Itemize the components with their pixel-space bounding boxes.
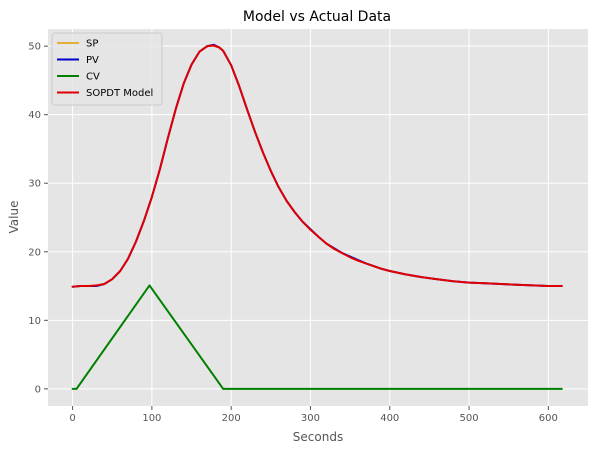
- series-layer: [71, 43, 563, 390]
- grid: [48, 29, 588, 406]
- y-tick-label: 0: [35, 384, 41, 395]
- x-tick-label: 0: [69, 413, 75, 424]
- x-tick-label: 400: [380, 413, 399, 424]
- y-tick-label: 30: [28, 179, 41, 190]
- legend: SP PV CV SOPDT Model: [51, 32, 163, 106]
- y-tick-label: 20: [28, 247, 41, 258]
- x-axis-label: Seconds: [293, 430, 343, 444]
- x-tick-label: 200: [222, 413, 241, 424]
- legend-entry: CV: [86, 72, 100, 83]
- legend-entry: PV: [86, 55, 99, 66]
- y-axis-ticks: 0 10 20 30 40 50: [28, 42, 48, 395]
- series-line-cv: [71, 284, 563, 390]
- legend-entry: SOPDT Model: [86, 88, 153, 99]
- y-tick-label: 10: [28, 316, 41, 327]
- x-tick-label: 500: [460, 413, 479, 424]
- x-tick-label: 600: [539, 413, 558, 424]
- y-tick-label: 40: [28, 110, 41, 121]
- x-tick-label: 100: [142, 413, 161, 424]
- x-axis-ticks: 0 100 200 300 400 500 600: [69, 406, 558, 424]
- chart-title: Model vs Actual Data: [243, 9, 391, 25]
- legend-box: [51, 32, 163, 106]
- series-line-sopdt-model: [71, 44, 563, 288]
- x-tick-label: 300: [301, 413, 320, 424]
- y-tick-label: 50: [28, 42, 41, 53]
- legend-entry: SP: [86, 39, 98, 50]
- y-axis-label: Value: [7, 201, 21, 234]
